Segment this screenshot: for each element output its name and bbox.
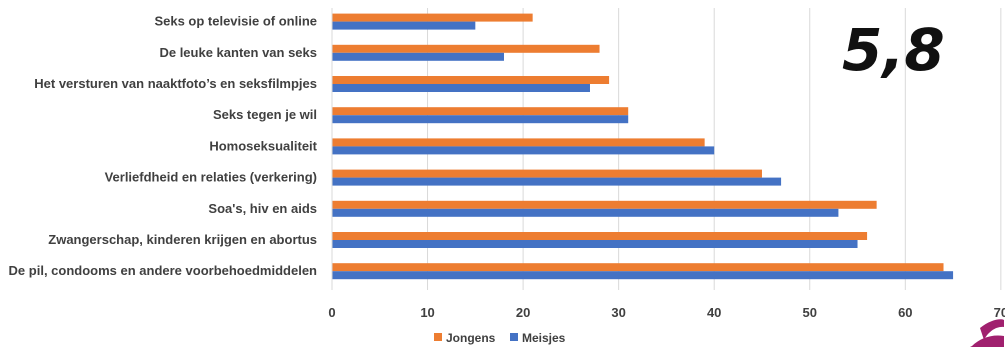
bar-meisjes: [332, 271, 954, 280]
bar-meisjes: [332, 146, 715, 155]
bar-jongens: [332, 76, 610, 84]
category-label: Seks tegen je wil: [213, 107, 317, 122]
legend: Jongens Meisjes: [434, 331, 566, 345]
category-label: Seks op televisie of online: [154, 14, 317, 29]
bar-jongens: [332, 263, 944, 272]
x-tick-labels: 0 10 20 30 40 50 60 70: [328, 305, 1005, 320]
bar-jongens: [332, 107, 629, 116]
legend-swatch-jongens: [434, 333, 442, 341]
bar-meisjes: [332, 177, 782, 186]
bar-meisjes: [332, 21, 476, 30]
bar-jongens: [332, 13, 533, 22]
category-label: Soa's, hiv en aids: [208, 201, 317, 216]
x-tick-label: 60: [898, 305, 912, 320]
legend-label-meisjes: Meisjes: [522, 331, 566, 345]
legend-label-jongens: Jongens: [446, 331, 496, 345]
category-label: Verliefdheid en relaties (verkering): [105, 170, 317, 185]
category-label: De pil, condooms en andere voorbehoedmid…: [9, 263, 317, 278]
x-tick-label: 40: [707, 305, 721, 320]
bar-meisjes: [332, 52, 504, 61]
purple-swoosh-logo-icon: [970, 319, 1004, 347]
bar-jongens: [332, 44, 600, 53]
x-tick-label: 20: [516, 305, 530, 320]
bar-meisjes: [332, 115, 629, 124]
x-tick-label: 50: [803, 305, 817, 320]
x-tick-label: 70: [994, 305, 1005, 320]
bar-jongens: [332, 232, 868, 240]
category-label: De leuke kanten van seks: [159, 45, 317, 60]
category-label: Homoseksualiteit: [209, 138, 317, 153]
annotation-number: 5,8: [842, 16, 945, 84]
bar-meisjes: [332, 208, 839, 217]
bars: [332, 13, 954, 280]
bar-jongens: [332, 169, 762, 178]
bar-meisjes: [332, 84, 590, 92]
x-tick-label: 0: [328, 305, 335, 320]
bar-jongens: [332, 200, 877, 209]
x-tick-label: 10: [420, 305, 434, 320]
category-label: Het versturen van naaktfoto’s en seksfil…: [34, 76, 317, 91]
legend-swatch-meisjes: [510, 333, 518, 341]
bar-meisjes: [332, 240, 858, 248]
x-tick-label: 30: [611, 305, 625, 320]
bar-jongens: [332, 138, 705, 147]
category-labels: Seks op televisie of online De leuke kant…: [9, 14, 318, 279]
category-label: Zwangerschap, kinderen krijgen en abortu…: [48, 232, 317, 247]
